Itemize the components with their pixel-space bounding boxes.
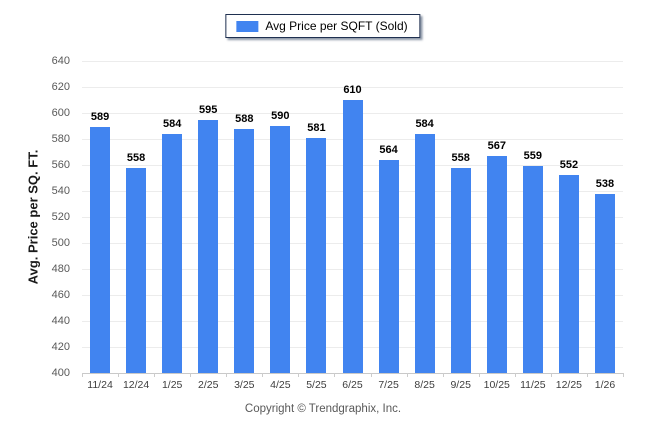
- x-axis-tick: [154, 373, 156, 377]
- bar-value-label: 589: [90, 111, 110, 124]
- legend-label: Avg Price per SQFT (Sold): [265, 19, 408, 33]
- bar-value-label: 567: [487, 139, 506, 152]
- x-axis-tick: [334, 373, 336, 377]
- bar-4/25[interactable]: [270, 126, 291, 373]
- x-axis-tick: [514, 373, 516, 377]
- bar-12/25[interactable]: [558, 175, 579, 373]
- bar-value-label: 538: [595, 177, 615, 190]
- bar-value-label: 552: [559, 159, 579, 172]
- bar-12/24[interactable]: [126, 167, 147, 373]
- x-axis-tick: [623, 373, 624, 377]
- bar-value-label: 559: [523, 150, 542, 163]
- y-tick-label: 560: [51, 159, 70, 171]
- x-tick-label: 9/25: [450, 379, 471, 391]
- bar-5/25[interactable]: [306, 137, 327, 373]
- y-tick-label: 400: [51, 367, 70, 379]
- x-tick-label: 1/26: [594, 379, 616, 391]
- x-axis-tick: [586, 373, 588, 377]
- legend[interactable]: Avg Price per SQFT (Sold): [225, 14, 421, 38]
- bar-value-label: 584: [162, 117, 182, 130]
- y-tick-label: 420: [51, 341, 70, 353]
- x-axis-tick: [550, 373, 552, 377]
- y-tick-label: 500: [51, 237, 70, 249]
- x-tick-label: 11/25: [520, 379, 546, 391]
- y-tick-label: 480: [51, 263, 70, 275]
- bar-value-label: 558: [126, 151, 146, 164]
- bar-value-label: 564: [379, 143, 398, 156]
- bar-value-label: 590: [271, 110, 290, 122]
- x-tick-label: 4/25: [270, 379, 291, 391]
- x-axis-tick: [370, 373, 372, 377]
- x-axis-labels: 11/24 12/24 1/25 2/25 3/25 4/25 5/25 6/25 7/25 8/…: [82, 379, 623, 393]
- x-tick-label: 12/25: [555, 379, 583, 391]
- bar-value-label: 558: [451, 151, 470, 164]
- x-tick-label: 10/25: [483, 379, 510, 391]
- bar-value-label: 588: [235, 112, 254, 125]
- bar-8/25[interactable]: [414, 133, 435, 373]
- y-tick-label: 620: [51, 81, 70, 93]
- x-tick-label: 3/25: [234, 379, 255, 391]
- bar-6/25[interactable]: [342, 100, 363, 373]
- y-axis-labels: 640 620 600 580 560 540 520 500 480 460 440 420 400: [0, 55, 76, 379]
- bar-11/25[interactable]: [522, 166, 543, 373]
- bar-9/25[interactable]: [450, 167, 471, 373]
- bar-value-label: 610: [343, 84, 362, 96]
- bar-value-label: 581: [307, 121, 326, 134]
- y-tick-label: 580: [51, 133, 70, 145]
- y-tick-label: 640: [51, 55, 70, 67]
- copyright-text: Copyright © Trendgraphix, Inc.: [244, 403, 402, 415]
- bar-value-label: 595: [199, 103, 218, 116]
- bar-3/25[interactable]: [234, 128, 255, 373]
- gridline: [82, 87, 623, 88]
- x-axis-tick: [118, 373, 120, 377]
- bar-7/25[interactable]: [378, 159, 399, 373]
- x-tick-label: 8/25: [414, 379, 435, 391]
- legend-swatch-icon: [236, 20, 259, 32]
- y-tick-label: 440: [51, 315, 70, 327]
- x-axis-tick: [298, 373, 300, 377]
- x-axis-tick: [190, 373, 192, 377]
- x-axis-tick: [442, 373, 444, 377]
- x-axis-tick: [226, 373, 228, 377]
- x-axis-tick: [478, 373, 480, 377]
- y-tick-label: 540: [51, 185, 70, 197]
- bar-11/24[interactable]: [90, 127, 111, 373]
- bar-1/25[interactable]: [162, 133, 183, 373]
- bar-2/25[interactable]: [198, 119, 219, 373]
- x-tick-label: 5/25: [306, 379, 327, 391]
- x-tick-label: 11/24: [87, 379, 113, 391]
- x-axis-tick: [262, 373, 264, 377]
- x-tick-label: 1/25: [161, 379, 183, 391]
- bar-value-label: 584: [415, 117, 434, 130]
- gridline: [82, 61, 623, 62]
- x-axis-tick: [82, 373, 83, 377]
- x-tick-label: 2/25: [198, 379, 219, 391]
- y-tick-label: 520: [51, 211, 70, 223]
- plot-area: 589 558 584 595 588 590 581 610 564 584 558 567 559 5…: [82, 61, 624, 377]
- bar-10/25[interactable]: [486, 155, 507, 373]
- y-tick-label: 600: [51, 107, 70, 119]
- x-tick-label: 7/25: [378, 379, 399, 391]
- x-tick-label: 6/25: [342, 379, 363, 391]
- bar-1/26[interactable]: [594, 193, 615, 373]
- x-axis-tick: [406, 373, 408, 377]
- x-tick-label: 12/24: [122, 379, 150, 391]
- y-tick-label: 460: [51, 289, 70, 301]
